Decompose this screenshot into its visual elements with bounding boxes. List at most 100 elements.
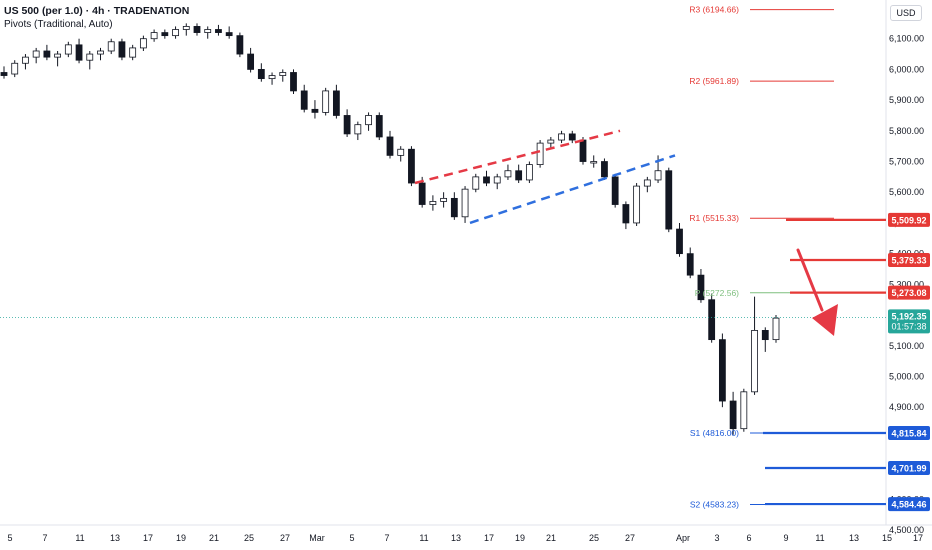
level-price-tag (888, 460, 930, 475)
time-tick-label: 25 (589, 533, 599, 543)
candle (440, 192, 448, 208)
pivot-label-r2: R2 (5961.89) (689, 76, 739, 86)
candle-countdown-text: 01:57:38 (891, 321, 926, 331)
candle (215, 24, 222, 36)
time-tick-label: 13 (849, 533, 859, 543)
candle (493, 173, 501, 190)
pivot-label-r1: R1 (5515.33) (689, 213, 739, 223)
price-tick-label: 4,500.00 (889, 525, 924, 535)
candle (247, 47, 255, 73)
price-tick-label: 6,000.00 (889, 64, 924, 74)
candle (450, 192, 458, 220)
candle (343, 109, 351, 137)
candle (161, 29, 169, 39)
time-tick-label: 7 (42, 533, 47, 543)
level-price-text: 5,273.08 (891, 288, 926, 298)
key-levels: 5,509.92 5,379.33 5,273.08 4,815.84 4,701.99… (763, 212, 930, 512)
level-price-tag (888, 497, 930, 512)
candle (268, 72, 276, 85)
candle (11, 60, 19, 78)
indicator-label[interactable]: Pivots (Traditional, Auto) (4, 19, 113, 30)
price-tick-label: 4,900.00 (889, 402, 924, 412)
candle (397, 146, 405, 162)
candle (622, 201, 630, 230)
candle (558, 130, 565, 144)
price-tick-label: 6,100.00 (889, 34, 924, 44)
time-tick-label: Apr (676, 533, 690, 543)
time-tick-label: 17 (913, 533, 923, 543)
level-price-text: 4,701.99 (891, 463, 926, 473)
candle (64, 41, 72, 58)
price-tick-label: 5,600.00 (889, 187, 924, 197)
candle (686, 247, 694, 279)
candle (429, 195, 437, 211)
level-price-tag (888, 285, 930, 300)
level-price-text: 4,815.84 (891, 429, 926, 439)
time-tick-label: 9 (783, 533, 788, 543)
candlesticks (0, 23, 780, 435)
candle (386, 130, 394, 159)
time-tick-label: 19 (176, 533, 186, 543)
candle (515, 164, 523, 184)
candle (54, 50, 62, 67)
time-tick-label: 17 (484, 533, 494, 543)
candle (740, 388, 748, 432)
time-tick-label: 25 (244, 533, 254, 543)
level-price-tag (888, 212, 930, 227)
level-price-text: 5,379.33 (891, 255, 926, 265)
candle (483, 170, 490, 187)
channel-lower-line[interactable] (469, 154, 676, 225)
level-price-tag (888, 252, 930, 267)
pivot-label-s2: S2 (4583.23) (690, 499, 739, 509)
candle (354, 121, 362, 141)
current-price-tag (888, 309, 930, 334)
candle (408, 146, 415, 187)
time-tick-label: 11 (75, 533, 84, 543)
candle (322, 87, 330, 116)
channel-upper-line[interactable] (414, 129, 621, 185)
candle (665, 167, 673, 233)
time-tick-label: Mar (309, 533, 325, 543)
time-tick-label: 27 (280, 533, 290, 543)
time-tick-label: 19 (515, 533, 525, 543)
candle (279, 69, 287, 82)
candle (118, 38, 126, 61)
candle (708, 293, 716, 343)
time-tick-label: 27 (625, 533, 635, 543)
currency-button[interactable]: USD (890, 5, 922, 21)
candle (97, 47, 104, 61)
candle (643, 176, 651, 193)
price-tick-label: 5,000.00 (889, 371, 924, 381)
bearish-arrow[interactable] (796, 248, 838, 336)
candle (129, 44, 137, 61)
candle (86, 50, 94, 70)
candle (590, 155, 598, 168)
level-price-tag (888, 426, 930, 441)
candle (204, 26, 212, 39)
candle (172, 26, 179, 39)
pivot-label-s1: S1 (4816.00) (690, 428, 739, 438)
candle (697, 269, 705, 303)
candle (568, 130, 576, 144)
candle (236, 32, 244, 58)
candle (461, 186, 469, 223)
time-tick-label: 13 (451, 533, 461, 543)
candle (504, 164, 512, 180)
time-axis[interactable]: 5 7 11 13 17 19 21 25 27 Mar 5 7 11 13 17 19 21 25 27 Apr 3 6… (7, 533, 923, 543)
candle (75, 38, 83, 64)
time-tick-label: 21 (546, 533, 556, 543)
price-tick-label: 5,100.00 (889, 341, 924, 351)
candle (761, 327, 769, 352)
candle (43, 44, 51, 61)
time-tick-label: 15 (882, 533, 892, 543)
candle (601, 158, 608, 180)
price-tick-label: 5,300.00 (889, 279, 924, 289)
candle (257, 63, 265, 82)
candle (107, 38, 115, 55)
time-tick-label: 17 (143, 533, 153, 543)
symbol-title[interactable]: US 500 (per 1.0) · 4h · TRADENATION (4, 5, 190, 17)
time-tick-label: 11 (419, 533, 428, 543)
candle (611, 173, 619, 208)
